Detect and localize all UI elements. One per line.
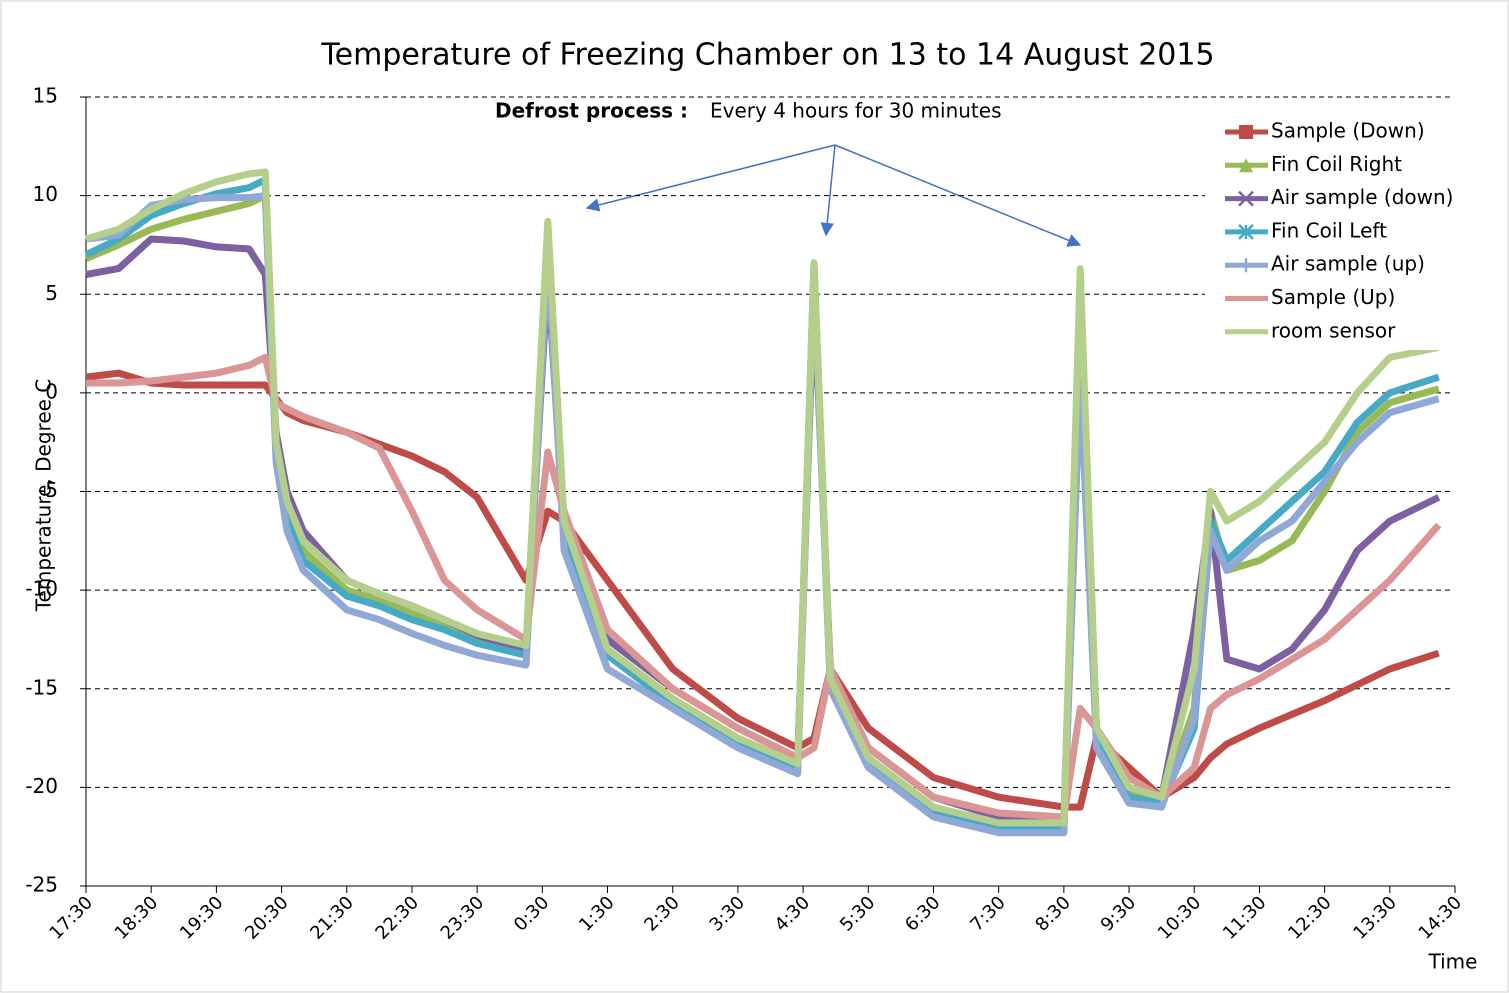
legend-label: room sensor <box>1271 318 1396 342</box>
annotation-label: Defrost process : <box>495 99 688 123</box>
legend-label: Sample (Down) <box>1271 119 1425 143</box>
legend-label: Air sample (up) <box>1271 252 1425 276</box>
legend-label: Sample (Up) <box>1271 285 1395 309</box>
defrost-arrows <box>585 144 1082 247</box>
y-axis-label: Temperature, Degree C <box>32 379 56 613</box>
legend-label: Fin Coil Right <box>1271 152 1402 176</box>
y-tick-label: -25 <box>25 873 58 897</box>
y-tick-label: -5 <box>38 478 58 502</box>
legend-marker <box>1239 258 1253 273</box>
legend-marker <box>1238 224 1254 240</box>
legend-label: Fin Coil Left <box>1271 218 1387 242</box>
y-tick-label: 10 <box>33 182 58 206</box>
y-tick-label: -10 <box>25 577 58 601</box>
legend-marker <box>1238 190 1254 207</box>
legend-marker <box>1239 158 1253 173</box>
legend-label: Air sample (down) <box>1271 185 1453 209</box>
legend-marker <box>1239 125 1253 139</box>
y-tick-label: 15 <box>33 84 58 108</box>
annotation: Every 4 hours for 30 minutes <box>710 99 1001 123</box>
y-tick-label: 5 <box>45 281 58 305</box>
x-axis-label: Time <box>1428 950 1478 974</box>
y-tick-label: -20 <box>25 774 58 798</box>
y-tick-label: -15 <box>25 675 58 699</box>
chart-title: Temperature of Freezing Chamber on 13 to… <box>320 38 1214 73</box>
y-tick-label: 0 <box>45 379 58 403</box>
series-line <box>84 168 1440 827</box>
